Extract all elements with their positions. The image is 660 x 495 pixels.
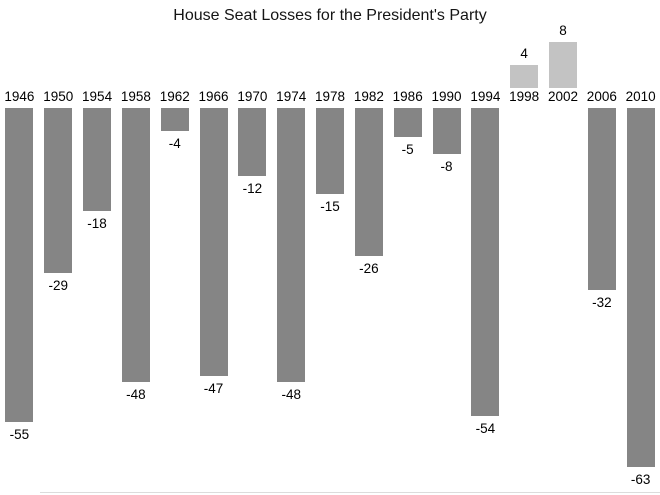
bar-value-label: -29 (48, 278, 68, 294)
bar-1946 (5, 108, 34, 422)
x-tick-label: 1966 (198, 89, 229, 104)
bar-group-1958: 1958 -48 (116, 0, 155, 495)
bar-value-label: -5 (401, 141, 414, 157)
bar-value-label: -26 (359, 261, 379, 277)
x-tick-label: 2010 (625, 89, 656, 104)
x-tick-label: 1998 (509, 89, 540, 104)
bar-value-label: -18 (87, 215, 107, 231)
bar-2010 (626, 108, 655, 468)
bar-2002 (549, 42, 577, 88)
bar-group-1954: 1954 -18 (78, 0, 117, 495)
x-tick-label: 1986 (392, 89, 423, 104)
bar-group-1966: 1966 -47 (194, 0, 233, 495)
x-tick-label: 1982 (353, 89, 384, 104)
bar-group-2010: 2010 -63 (621, 0, 660, 495)
bar-value-label: -55 (9, 426, 30, 442)
x-tick-label: 1974 (276, 89, 307, 104)
x-tick-label: 1962 (159, 89, 190, 104)
bar-1994 (471, 108, 500, 416)
bar-value-label: 4 (520, 46, 528, 62)
bar-group-2002: 2002 8 (544, 0, 583, 495)
bar-group-1986: 1986 -5 (388, 0, 427, 495)
x-tick-label: 1970 (237, 89, 268, 104)
bar-1966 (199, 108, 228, 376)
bar-group-2006: 2006 -32 (582, 0, 621, 495)
bar-value-label: -32 (592, 295, 612, 311)
bar-group-1982: 1982 -26 (349, 0, 388, 495)
x-tick-label: 1994 (470, 89, 501, 104)
bar-1978 (316, 108, 345, 194)
bar-1958 (121, 108, 150, 382)
bar-group-1994: 1994 -54 (466, 0, 505, 495)
x-tick-label: 1978 (315, 89, 346, 104)
bar-1954 (83, 108, 112, 211)
bar-group-1962: 1962 -4 (155, 0, 194, 495)
bar-1990 (432, 108, 461, 154)
bar-group-1974: 1974 -48 (272, 0, 311, 495)
bar-1970 (238, 108, 267, 177)
bar-group-1978: 1978 -15 (311, 0, 350, 495)
bar-group-1950: 1950 -29 (39, 0, 78, 495)
bar-group-1970: 1970 -12 (233, 0, 272, 495)
x-tick-label: 2002 (547, 89, 579, 104)
chart-title: House Seat Losses for the President's Pa… (173, 7, 487, 24)
bar-value-label: -48 (281, 386, 301, 402)
bar-1950 (44, 108, 73, 274)
bar-1982 (354, 108, 383, 257)
bar-value-label: -54 (475, 420, 496, 436)
bar-value-label: 8 (559, 23, 567, 39)
bar-value-label: -63 (630, 472, 651, 488)
bar-value-label: -47 (203, 380, 224, 396)
x-tick-label: 1990 (431, 89, 462, 104)
bar-2006 (587, 108, 616, 291)
bar-1986 (393, 108, 422, 137)
x-tick-label: 1946 (4, 89, 35, 104)
bar-1974 (277, 108, 306, 382)
x-tick-label: 2006 (586, 89, 617, 104)
bar-group-1998: 1998 4 (505, 0, 544, 495)
bar-group-1990: 1990 -8 (427, 0, 466, 495)
x-tick-label: 1950 (43, 89, 74, 104)
bar-value-label: -4 (168, 135, 181, 151)
bar-value-label: -8 (440, 158, 453, 174)
x-tick-label: 1954 (82, 89, 113, 104)
x-axis-line (40, 492, 660, 493)
bar-value-label: -12 (242, 181, 263, 197)
bar-value-label: -15 (320, 198, 340, 214)
bar-value-label: -48 (126, 386, 146, 402)
x-tick-label: 1958 (120, 89, 151, 104)
bar-group-1946: 1946 -55 (0, 0, 39, 495)
bar-1998 (510, 65, 539, 88)
bar-1962 (160, 108, 189, 131)
